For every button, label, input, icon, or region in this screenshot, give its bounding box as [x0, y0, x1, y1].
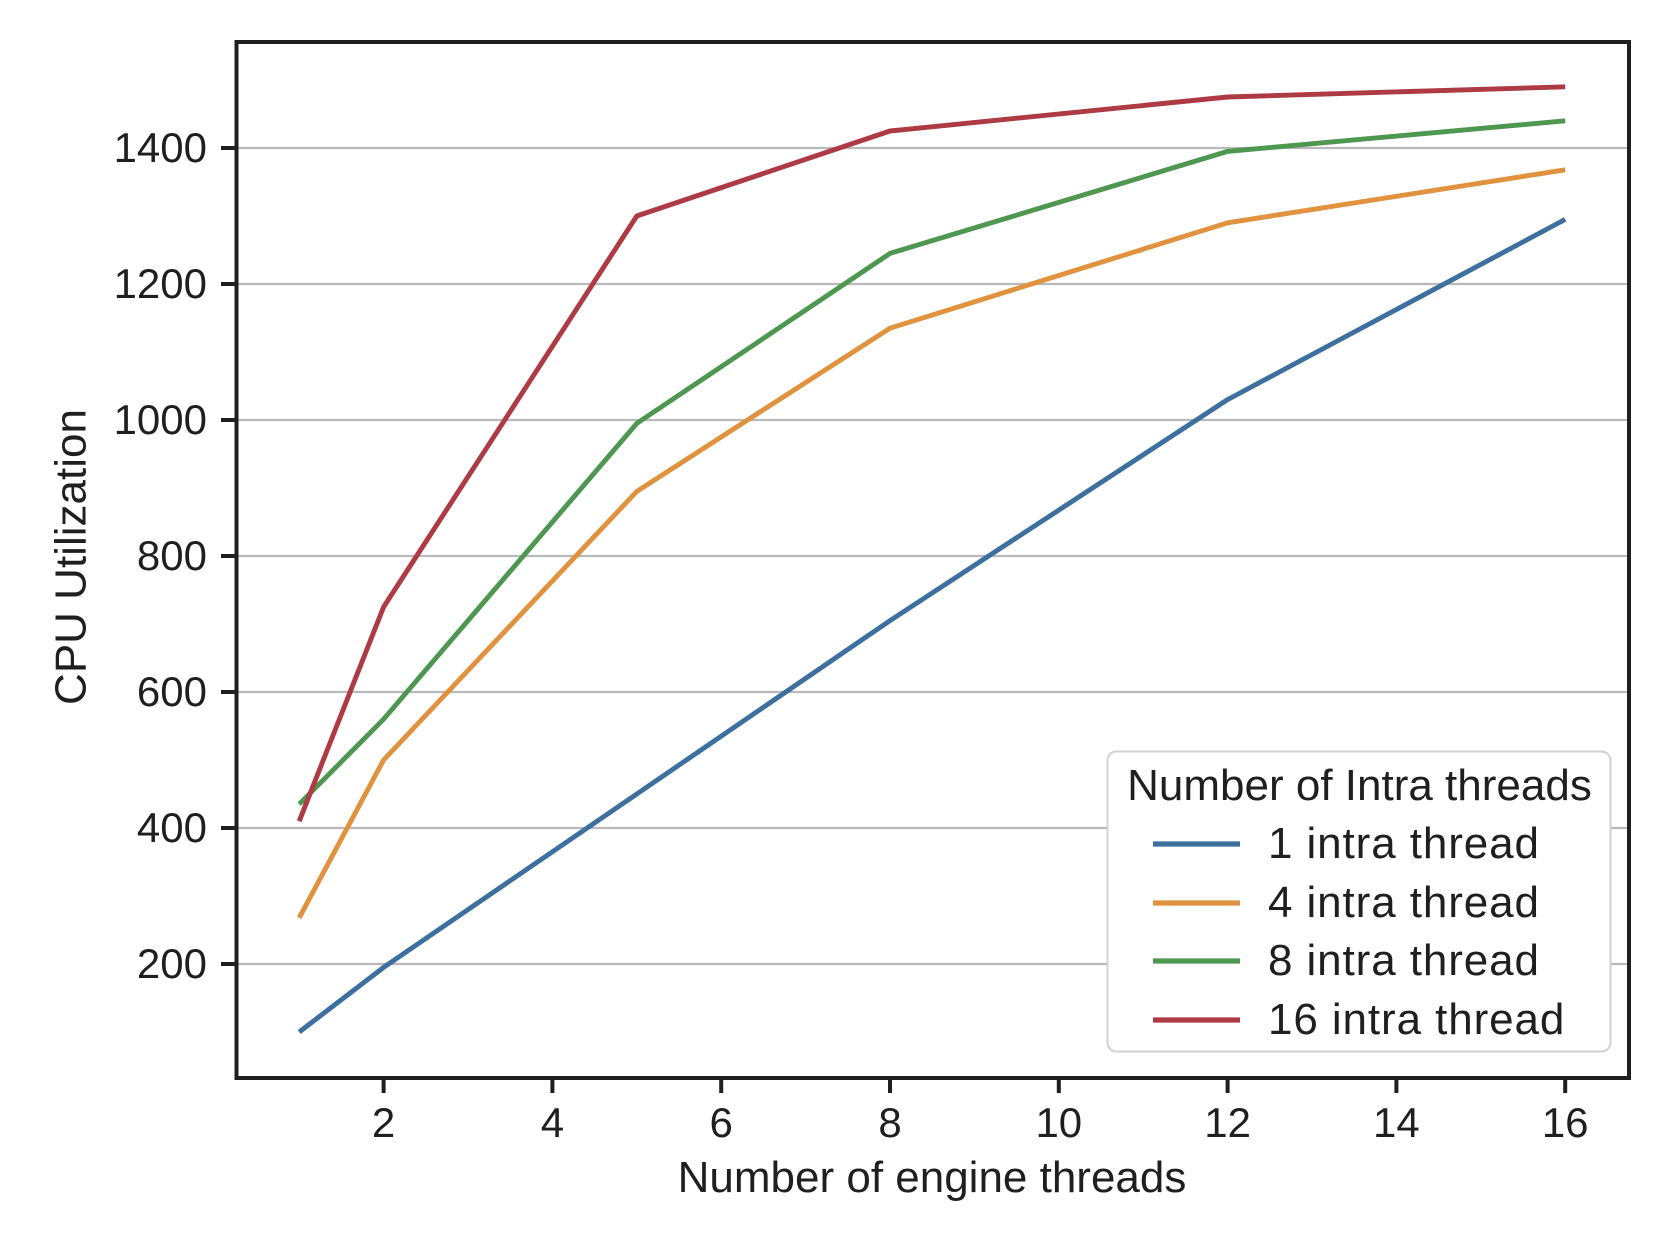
svg-text:4 intra thread: 4 intra thread	[1268, 878, 1540, 927]
svg-text:Number of Intra threads: Number of Intra threads	[1127, 761, 1592, 810]
svg-text:1400: 1400	[114, 124, 207, 171]
svg-text:1000: 1000	[114, 396, 207, 443]
svg-text:1 intra thread: 1 intra thread	[1268, 819, 1540, 868]
svg-text:200: 200	[137, 940, 207, 987]
svg-text:400: 400	[137, 804, 207, 851]
svg-text:6: 6	[710, 1099, 733, 1146]
svg-text:1200: 1200	[114, 260, 207, 307]
svg-text:16 intra thread: 16 intra thread	[1268, 995, 1565, 1044]
svg-text:600: 600	[137, 668, 207, 715]
svg-text:8 intra thread: 8 intra thread	[1268, 936, 1540, 985]
svg-text:CPU Utilization: CPU Utilization	[47, 409, 96, 705]
svg-text:800: 800	[137, 532, 207, 579]
svg-text:12: 12	[1204, 1099, 1251, 1146]
svg-text:Number of engine threads: Number of engine threads	[678, 1153, 1187, 1202]
svg-text:14: 14	[1373, 1099, 1420, 1146]
svg-text:10: 10	[1035, 1099, 1082, 1146]
svg-text:16: 16	[1542, 1099, 1589, 1146]
svg-text:2: 2	[372, 1099, 395, 1146]
svg-text:4: 4	[541, 1099, 564, 1146]
svg-text:8: 8	[878, 1099, 901, 1146]
